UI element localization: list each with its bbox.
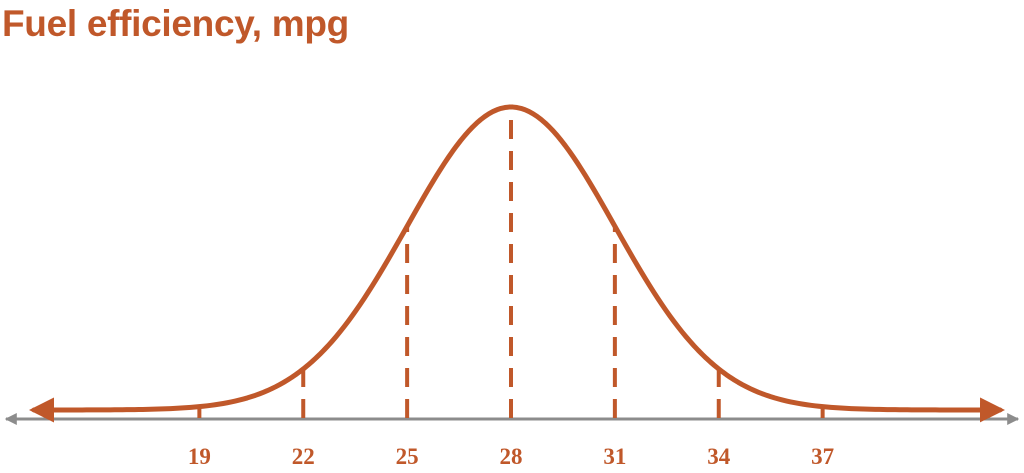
tick-label-31: 31 xyxy=(603,444,626,469)
tick-label-28: 28 xyxy=(500,444,523,469)
tick-label-37: 37 xyxy=(811,444,834,469)
bell-curve xyxy=(29,104,1005,423)
chart-title: Fuel efficiency, mpg xyxy=(2,3,349,44)
tick-label-25: 25 xyxy=(396,444,419,469)
tick-label-19: 19 xyxy=(188,444,211,469)
tick-label-34: 34 xyxy=(707,444,731,469)
tick-label-22: 22 xyxy=(292,444,315,469)
